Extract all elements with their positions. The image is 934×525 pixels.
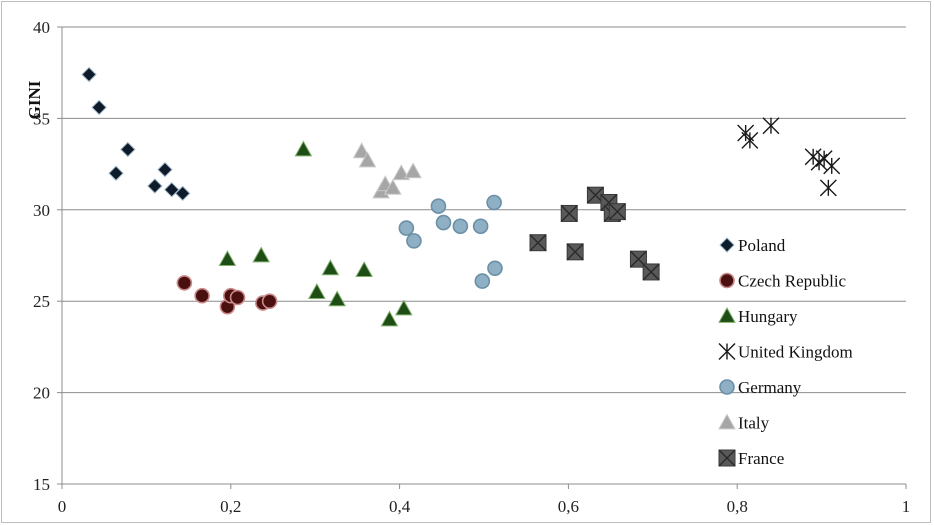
axes — [57, 26, 907, 489]
point-germany — [474, 273, 491, 289]
y-tick-label: 40 — [33, 18, 50, 37]
legend-label-italy: Italy — [738, 414, 770, 433]
x-tick-label: 0,2 — [220, 497, 241, 516]
point-poland — [147, 178, 163, 194]
y-tick-label: 15 — [33, 475, 50, 494]
legend-item-czech-republic: Czech Republic — [719, 272, 847, 291]
point-germany — [406, 233, 422, 249]
point-france — [529, 234, 547, 252]
point-germany — [430, 198, 447, 214]
point-hungary — [308, 283, 326, 299]
y-axis-label: GINI — [25, 80, 44, 119]
legend-marker-germany — [719, 379, 735, 395]
data-points — [81, 66, 841, 327]
legend-marker-hungary — [718, 306, 736, 323]
x-tick-label: 0,8 — [727, 497, 748, 516]
point-hungary — [321, 259, 340, 276]
legend-marker-united-kingdom — [718, 343, 736, 360]
point-hungary — [394, 299, 413, 316]
legend-label-hungary: Hungary — [738, 307, 798, 326]
point-poland — [91, 99, 107, 116]
legend-item-hungary: Hungary — [718, 306, 798, 326]
point-hungary — [294, 140, 313, 157]
point-italy — [392, 164, 411, 181]
point-germany — [452, 218, 469, 235]
point-hungary — [355, 261, 374, 278]
point-france — [629, 250, 647, 268]
legend-item-united-kingdom: United Kingdom — [718, 343, 853, 362]
legend-label-germany: Germany — [738, 378, 802, 397]
legend-item-germany: Germany — [719, 378, 802, 397]
point-czech-republic — [229, 289, 246, 306]
point-united-kingdom — [762, 117, 780, 135]
tick-labels: 15 20 25 30 35 40 0 0,2 0,4 0,6 0,8 1 — [33, 18, 910, 516]
y-tick-label: 30 — [33, 201, 50, 220]
x-tick-label: 0,6 — [558, 497, 579, 516]
legend-label-france: France — [738, 449, 784, 468]
point-germany — [398, 220, 415, 236]
point-poland — [120, 141, 136, 158]
x-tick-label: 1 — [902, 497, 911, 516]
legend-item-poland: Poland — [719, 236, 786, 255]
point-germany — [486, 194, 502, 211]
point-hungary — [328, 290, 346, 307]
point-germany — [435, 214, 452, 231]
point-italy — [383, 178, 402, 195]
point-poland — [174, 185, 191, 202]
point-italy — [404, 162, 422, 179]
point-germany — [487, 260, 503, 277]
point-france — [566, 243, 584, 261]
point-hungary — [380, 310, 399, 327]
point-hungary — [252, 246, 271, 263]
legend-label-united-kingdom: United Kingdom — [738, 343, 853, 362]
legend-label-czech-republic: Czech Republic — [738, 272, 847, 291]
point-united-kingdom — [823, 157, 841, 175]
point-czech-republic — [176, 275, 193, 291]
x-tick-label: 0,4 — [389, 497, 411, 516]
point-italy — [352, 142, 371, 159]
point-united-kingdom — [741, 131, 759, 149]
point-germany — [472, 218, 489, 235]
point-france — [642, 263, 660, 281]
point-poland — [81, 66, 97, 83]
point-france — [560, 204, 578, 222]
legend-marker-czech-republic — [719, 272, 735, 289]
legend-label-poland: Poland — [738, 236, 786, 255]
legend-marker-poland — [719, 237, 735, 253]
point-france — [608, 203, 626, 221]
point-hungary — [218, 250, 237, 267]
point-poland — [157, 161, 173, 178]
point-united-kingdom — [819, 179, 837, 197]
y-tick-label: 20 — [33, 384, 50, 403]
point-italy — [358, 151, 377, 168]
legend-item-france: France — [718, 449, 784, 468]
legend-marker-italy — [718, 413, 736, 430]
point-czech-republic — [261, 293, 278, 310]
y-tick-label: 25 — [33, 292, 50, 311]
legend-item-italy: Italy — [718, 413, 770, 433]
y-tick-label: 35 — [33, 109, 50, 128]
legend-marker-france — [718, 449, 736, 467]
point-czech-republic — [194, 287, 210, 304]
gridlines — [62, 26, 906, 394]
x-tick-label: 0 — [58, 497, 67, 516]
point-poland — [108, 165, 124, 181]
legend: Poland Czech Republic Hungary United Kingdo… — [718, 236, 853, 468]
